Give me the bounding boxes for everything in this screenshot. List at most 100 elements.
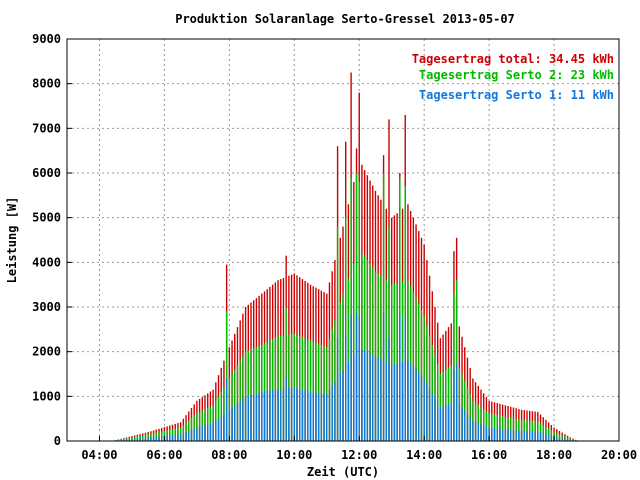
bar-serto-1	[347, 362, 350, 441]
bar-serto-1	[345, 333, 347, 441]
bar-serto-2	[499, 415, 501, 441]
bar-serto-1	[504, 429, 507, 441]
x-tick-label: 10:00	[276, 448, 312, 462]
bar-serto-1	[242, 398, 244, 441]
bar-serto-1	[274, 390, 277, 441]
bar-serto-2	[331, 329, 333, 441]
bar-serto-1	[458, 404, 461, 441]
bar-serto-1	[326, 394, 328, 441]
bar-serto-1	[461, 407, 463, 441]
bar-serto-2	[290, 334, 293, 441]
bar-serto-2	[561, 435, 563, 441]
x-tick-label: 06:00	[146, 448, 182, 462]
bar-serto-1	[139, 438, 141, 441]
bar-serto-2	[301, 337, 304, 441]
bar-serto-2	[209, 406, 212, 441]
bar-serto-1	[150, 437, 152, 441]
bar-serto-1	[445, 405, 447, 441]
bar-serto-1	[269, 390, 271, 441]
bar-serto-1	[453, 370, 455, 441]
bar-serto-2	[404, 186, 406, 441]
bar-serto-2	[328, 338, 331, 441]
bar-serto-2	[480, 407, 482, 441]
bar-serto-1	[296, 388, 298, 441]
bar-serto-1	[529, 431, 531, 441]
bar-serto-2	[361, 252, 363, 441]
bar-serto-1	[515, 430, 517, 441]
bar-serto-2	[518, 419, 520, 441]
bar-serto-2	[485, 411, 488, 441]
bar-serto-2	[350, 177, 352, 441]
bar-serto-1	[323, 393, 325, 441]
bar-serto-1	[377, 357, 379, 441]
bar-serto-2	[566, 437, 569, 441]
bar-serto-1	[434, 397, 436, 441]
bar-serto-1	[182, 433, 185, 441]
bar-serto-1	[437, 402, 439, 441]
bar-serto-1	[396, 363, 398, 441]
x-tick-label: 16:00	[471, 448, 507, 462]
bar-serto-2	[529, 420, 531, 441]
bar-serto-1	[399, 314, 401, 441]
bar-serto-1	[331, 385, 333, 441]
bar-serto-1	[125, 439, 128, 441]
bar-serto-1	[426, 383, 428, 441]
bar-serto-1	[147, 437, 149, 441]
bar-serto-2	[204, 409, 206, 441]
bar-serto-2	[534, 421, 536, 441]
bar-serto-1	[301, 389, 304, 441]
bar-serto-1	[501, 429, 504, 441]
bar-serto-1	[285, 376, 287, 441]
bar-serto-2	[545, 426, 547, 441]
bar-serto-2	[556, 433, 558, 441]
bar-serto-1	[420, 375, 423, 441]
y-tick-label: 4000	[32, 255, 61, 269]
bar-serto-1	[312, 392, 314, 441]
bar-serto-2	[369, 263, 371, 441]
bar-serto-2	[385, 280, 387, 441]
bar-serto-2	[174, 428, 176, 441]
bar-serto-1	[212, 423, 214, 441]
bar-serto-1	[466, 414, 469, 441]
bar-serto-1	[423, 378, 425, 441]
bar-serto-2	[185, 422, 187, 441]
bar-serto-1	[258, 392, 260, 441]
bar-serto-1	[266, 391, 268, 441]
bar-serto-1	[428, 388, 431, 441]
bar-serto-2	[299, 336, 301, 441]
bar-serto-1	[342, 369, 344, 441]
bar-serto-2	[334, 320, 336, 441]
bar-serto-2	[569, 438, 571, 441]
bar-serto-1	[223, 414, 225, 441]
bar-serto-1	[412, 366, 415, 441]
bar-serto-2	[393, 283, 396, 441]
bar-serto-2	[225, 311, 228, 441]
bar-serto-1	[542, 433, 544, 441]
bar-serto-1	[209, 423, 212, 441]
bar-serto-1	[418, 372, 420, 441]
bar-serto-1	[550, 435, 553, 441]
bar-serto-2	[366, 260, 369, 441]
y-tick-label: 7000	[32, 121, 61, 135]
bar-serto-2	[339, 302, 341, 441]
bar-serto-2	[399, 177, 401, 441]
bar-serto-1	[491, 427, 493, 441]
bar-serto-2	[401, 281, 404, 441]
chart-title: Produktion Solaranlage Serto-Gressel 201…	[175, 12, 515, 26]
bar-serto-2	[377, 273, 379, 441]
bar-serto-1	[447, 404, 450, 441]
bar-serto-2	[547, 428, 550, 441]
bar-serto-2	[169, 429, 171, 441]
bar-serto-2	[190, 418, 193, 441]
bar-serto-2	[347, 278, 350, 441]
bar-serto-2	[147, 434, 149, 441]
bar-serto-1	[363, 350, 366, 441]
bar-serto-1	[280, 389, 282, 441]
bar-serto-1	[196, 427, 198, 441]
bar-serto-1	[480, 424, 482, 441]
bar-serto-1	[123, 439, 125, 441]
bar-serto-2	[288, 334, 290, 441]
bar-serto-2	[363, 256, 366, 441]
legend-total: Tagesertrag total: 34.45 kWh	[412, 52, 614, 66]
